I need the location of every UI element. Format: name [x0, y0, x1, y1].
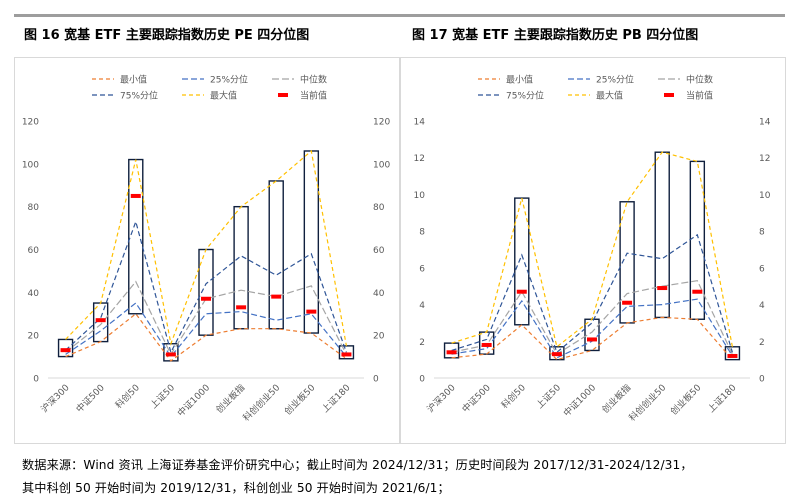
- pe-range-box-6: [268, 180, 284, 330]
- pe-legend-label-min: 最小值: [120, 74, 147, 86]
- pb-ytick-left: 12: [414, 154, 425, 164]
- source-note-line1: 数据来源：Wind 资讯 上海证券基金评价研究中心；截止时间为 2024/12/…: [22, 458, 693, 472]
- pb-chart-frame: [400, 57, 786, 444]
- pe-series-max-line: [65, 149, 347, 347]
- pb-category-label-6: 科创创业50: [626, 381, 668, 423]
- pe-legend-label-median: 中位数: [300, 74, 327, 86]
- pb-category-label-0: 沪深300: [424, 381, 458, 415]
- pb-category-label-7: 创业板50: [668, 381, 704, 417]
- pb-legend-label-p25: 25%分位: [596, 74, 634, 86]
- pb-category-label-2: 科创50: [499, 381, 529, 411]
- pe-category-label-5: 创业板指: [213, 382, 247, 416]
- pb-legend-label-min: 最小值: [506, 74, 533, 86]
- pb-range-box-0: [443, 342, 460, 359]
- pe-ytick-left: 120: [22, 118, 39, 128]
- pe-category-label-3: 上证50: [148, 382, 177, 411]
- pb-ytick-left: 10: [414, 191, 426, 201]
- pe-quartile-chart: 最小值 25%分位 中位数 75%分位 最大值 当前值 0 0 20 20 40 40 60 60 80 80…: [14, 57, 400, 444]
- pb-range-box-8: [724, 346, 741, 361]
- pb-series-max-line: [451, 151, 733, 348]
- pb-ytick-right: 0: [759, 375, 765, 385]
- pe-ytick-right: 20: [373, 332, 385, 342]
- pe-category-label-8: 上证180: [320, 382, 353, 415]
- pe-legend-label-p25: 25%分位: [210, 74, 248, 86]
- pb-series-min-line: [451, 316, 733, 361]
- pb-ytick-left: 8: [419, 228, 425, 238]
- pb-category-label-3: 上证50: [534, 382, 563, 411]
- pb-legend-label-p75: 75%分位: [506, 90, 544, 102]
- pe-chart-panel: 最小值 25%分位 中位数 75%分位 最大值 当前值 0 0 20 20 40 40 60 60 80 80…: [14, 57, 400, 445]
- pe-ytick-left: 80: [28, 203, 40, 213]
- pb-ytick-left: 2: [419, 338, 425, 348]
- pe-category-label-4: 中证1000: [175, 381, 213, 419]
- pe-ytick-right: 0: [373, 375, 379, 385]
- pe-ytick-right: 40: [373, 289, 385, 299]
- pb-legend-label-median: 中位数: [686, 74, 713, 86]
- pe-chart-title: 图 16 宽基 ETF 主要跟踪指数历史 PE 四分位图: [24, 28, 310, 43]
- pe-ytick-left: 40: [28, 289, 40, 299]
- pb-series-p75-line: [451, 233, 733, 354]
- pe-ytick-right: 100: [373, 160, 390, 170]
- pb-range-box-6: [654, 151, 670, 319]
- pe-legend-label-current: 当前值: [300, 90, 327, 102]
- pe-category-label-0: 沪深300: [38, 381, 72, 415]
- pe-legend-label-max: 最大值: [210, 90, 237, 102]
- pe-ytick-right: 60: [373, 246, 385, 256]
- pe-ytick-left: 20: [28, 332, 40, 342]
- pb-ytick-right: 2: [759, 338, 765, 348]
- pb-ytick-left: 4: [419, 301, 425, 311]
- pe-range-box-0: [57, 338, 74, 358]
- pb-category-label-1: 中证500: [459, 381, 493, 415]
- pe-legend-label-p75: 75%分位: [120, 90, 158, 102]
- pb-ytick-right: 8: [759, 228, 765, 238]
- pb-ytick-left: 14: [414, 118, 426, 128]
- pe-category-label-7: 创业板50: [282, 381, 318, 417]
- pe-range-box-5: [233, 205, 249, 330]
- pe-ytick-left: 60: [28, 246, 40, 256]
- pe-ytick-left: 100: [22, 160, 39, 170]
- pe-series-min-line: [65, 312, 347, 362]
- pb-ytick-right: 14: [759, 118, 771, 128]
- pe-chart-frame: [14, 57, 400, 444]
- pb-series-median-line: [451, 280, 733, 355]
- pb-ytick-left: 6: [419, 264, 425, 274]
- pe-ytick-right: 120: [373, 118, 390, 128]
- pb-quartile-chart: 最小值 25%分位 中位数 75%分位 最大值 当前值 0 0 2 2 4 4 6 6 8 8 10 10 12 12…: [400, 57, 786, 444]
- pb-category-label-8: 上证180: [706, 382, 739, 415]
- pe-series-p75-line: [65, 219, 347, 354]
- top-divider: [14, 14, 785, 17]
- pe-ytick-left: 0: [33, 375, 39, 385]
- pb-ytick-right: 4: [759, 301, 765, 311]
- pb-chart-title: 图 17 宽基 ETF 主要跟踪指数历史 PB 四分位图: [412, 28, 699, 43]
- pe-range-box-8: [338, 345, 355, 360]
- pe-category-label-6: 科创创业50: [240, 381, 282, 423]
- pb-ytick-right: 12: [759, 154, 770, 164]
- source-note-line2: 其中科创 50 开始时间为 2019/12/31，科创创业 50 开始时间为 2…: [22, 481, 450, 495]
- pe-ytick-right: 80: [373, 203, 385, 213]
- pb-range-box-4: [584, 318, 600, 352]
- pb-legend-label-current: 当前值: [686, 90, 713, 102]
- pb-ytick-right: 10: [759, 191, 771, 201]
- pe-category-label-1: 中证500: [73, 381, 107, 415]
- pb-ytick-left: 0: [419, 375, 425, 385]
- pe-series-p25-line: [65, 302, 347, 358]
- pe-category-label-2: 科创50: [113, 381, 143, 411]
- pb-chart-panel: 最小值 25%分位 中位数 75%分位 最大值 当前值 0 0 2 2 4 4 6 6 8 8 10 10 12 12…: [400, 57, 786, 445]
- pb-category-label-4: 中证1000: [561, 381, 599, 419]
- pb-legend-label-max: 最大值: [596, 90, 623, 102]
- pb-ytick-right: 6: [759, 264, 765, 274]
- pb-category-label-5: 创业板指: [599, 382, 633, 416]
